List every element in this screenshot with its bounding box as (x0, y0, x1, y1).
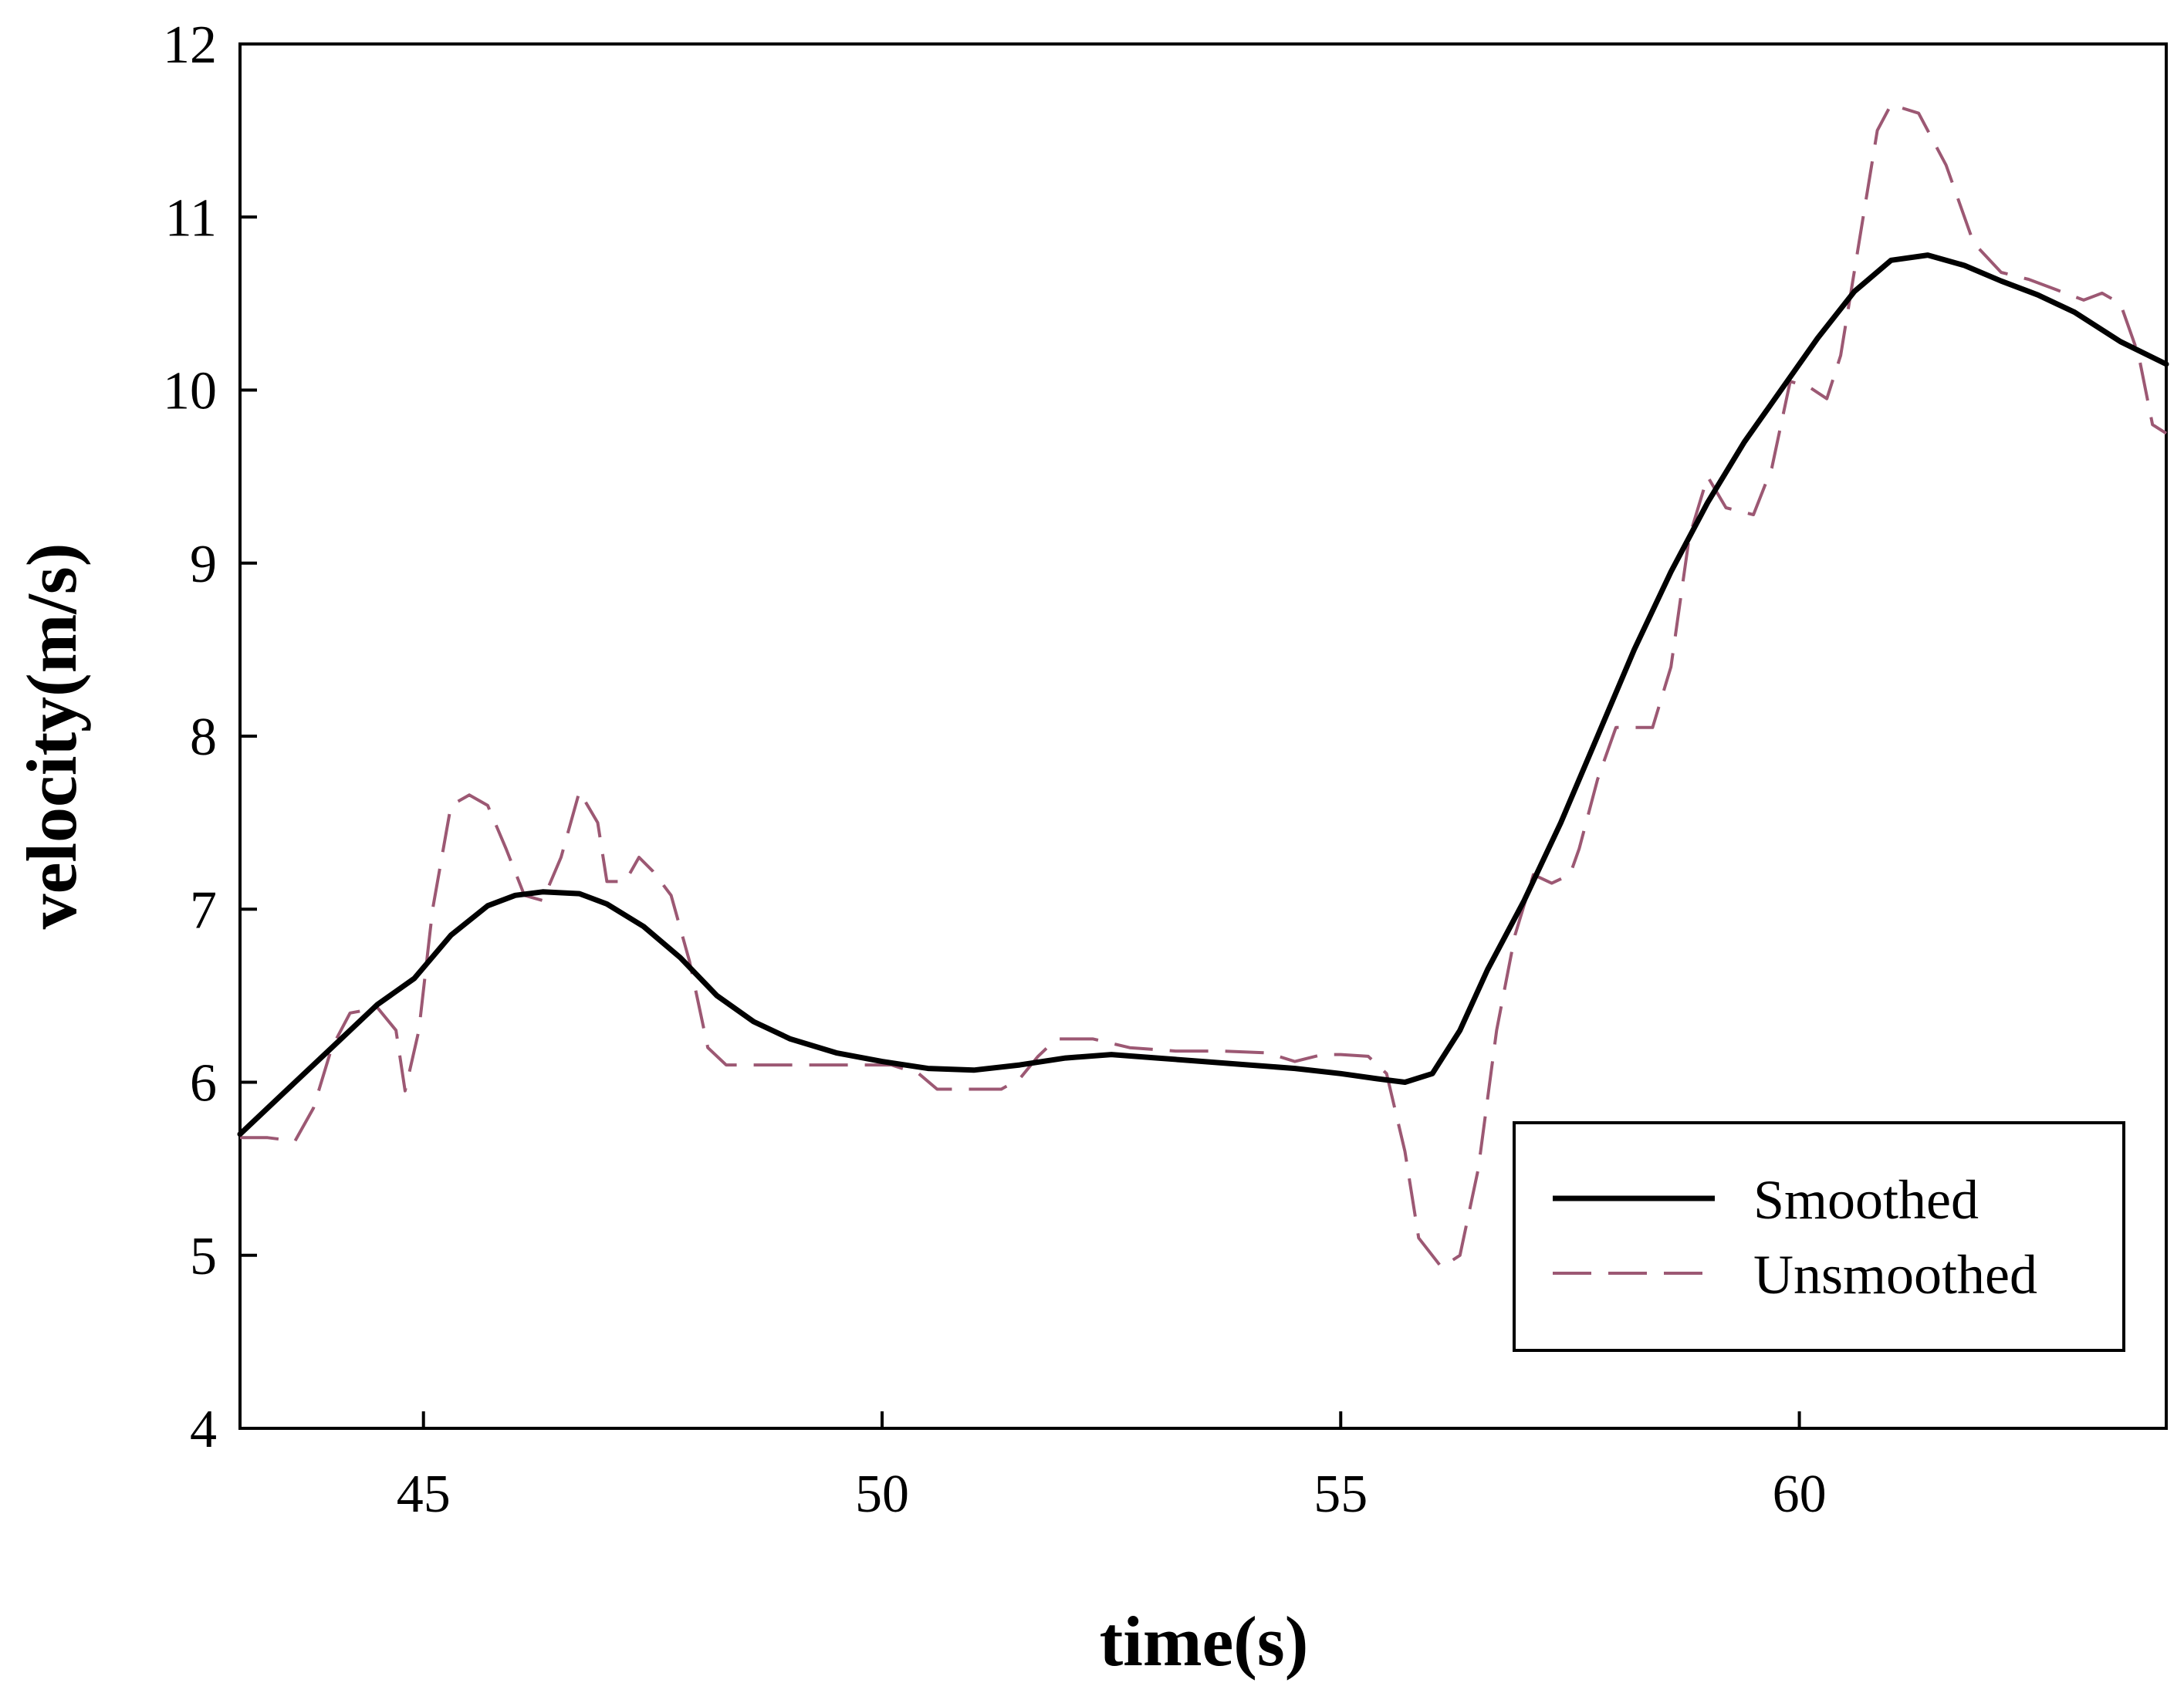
y-tick-label: 6 (190, 1054, 217, 1113)
legend-box (1513, 1121, 2125, 1352)
y-tick-label: 4 (190, 1400, 217, 1459)
x-tick-label: 60 (1773, 1465, 1827, 1524)
y-axis-title: velocity(m/s) (12, 543, 91, 930)
y-tick-label: 7 (190, 880, 217, 940)
y-tick-label: 9 (190, 535, 217, 594)
y-axis: 4 5 6 7 8 9 10 11 12 (163, 15, 257, 1459)
x-axis: 45 50 55 60 (397, 1411, 1827, 1524)
series-line-unsmoothed (240, 103, 2168, 1269)
y-tick-label: 5 (190, 1227, 217, 1286)
x-tick-label: 45 (397, 1465, 451, 1524)
series-line-smoothed (237, 252, 2169, 1137)
series-layer (237, 103, 2169, 1269)
y-tick-label: 8 (190, 708, 217, 767)
legend-unsmoothed-label: Unsmoothed (1753, 1244, 2037, 1306)
legend-smoothed-label: Smoothed (1753, 1169, 1979, 1231)
x-axis-title: time(s) (1100, 1602, 1309, 1681)
x-tick-label: 50 (855, 1465, 909, 1524)
legend: Smoothed Unsmoothed (1513, 1121, 2125, 1352)
x-tick-label: 55 (1313, 1465, 1368, 1524)
y-tick-label: 11 (165, 188, 217, 248)
y-tick-label: 12 (163, 15, 217, 75)
y-tick-label: 10 (163, 362, 217, 421)
